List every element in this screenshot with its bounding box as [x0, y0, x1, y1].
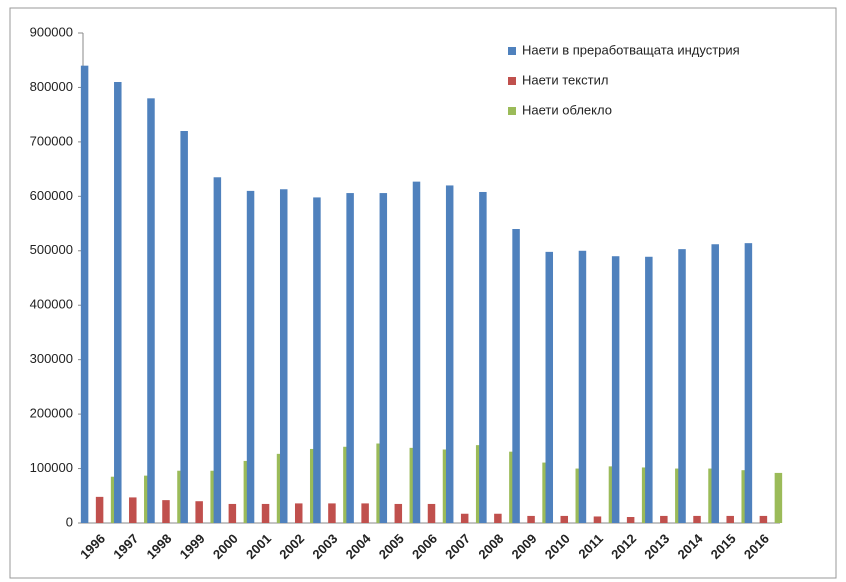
- bar: [195, 501, 203, 523]
- bar: [560, 515, 569, 523]
- legend-label: Наети текстил: [522, 72, 608, 87]
- bar: [626, 517, 635, 523]
- bar: [394, 503, 403, 523]
- y-tick-label: 100000: [30, 460, 73, 475]
- bar: [95, 496, 104, 523]
- bar: [313, 197, 321, 523]
- bar: [578, 250, 587, 523]
- bar: [479, 191, 487, 523]
- bar: [328, 503, 336, 523]
- bar: [80, 65, 89, 524]
- bar: [645, 256, 653, 523]
- y-tick-label: 600000: [30, 188, 73, 203]
- bar: [379, 193, 388, 524]
- y-tick-label: 500000: [30, 242, 73, 257]
- bar: [213, 177, 222, 523]
- legend-label: Наети в преработващата индустрия: [522, 42, 740, 57]
- bar: [129, 497, 137, 523]
- bar: [678, 249, 686, 523]
- y-tick-label: 200000: [30, 406, 73, 421]
- bar: [180, 131, 188, 523]
- y-tick-label: 0: [66, 514, 73, 529]
- bar: [494, 513, 502, 523]
- bar: [279, 189, 288, 523]
- bar: [246, 190, 255, 523]
- y-tick-label: 300000: [30, 351, 73, 366]
- bar: [427, 503, 436, 523]
- bar: [744, 243, 753, 523]
- y-tick-label: 400000: [30, 297, 73, 312]
- bar: [460, 513, 469, 523]
- bar: [660, 515, 668, 523]
- y-tick-label: 700000: [30, 133, 73, 148]
- bar: [774, 472, 783, 523]
- bar: [346, 193, 354, 524]
- legend-label: Наети облекло: [522, 102, 612, 117]
- bar: [147, 98, 155, 523]
- y-tick-label: 800000: [30, 79, 73, 94]
- legend-swatch: [508, 77, 516, 85]
- y-tick-label: 900000: [30, 24, 73, 39]
- bar: [726, 515, 734, 523]
- bar: [693, 515, 701, 523]
- bar: [261, 503, 270, 523]
- bar: [545, 251, 554, 523]
- bar: [114, 82, 122, 523]
- bar: [228, 503, 237, 523]
- legend-swatch: [508, 47, 516, 55]
- legend-swatch: [508, 107, 516, 115]
- bar: [593, 516, 602, 523]
- bar: [162, 500, 170, 523]
- bar: [512, 229, 520, 523]
- bar: [611, 256, 620, 523]
- bar: [527, 515, 535, 523]
- bar: [361, 503, 369, 523]
- bar: [759, 515, 768, 523]
- bar: [294, 503, 303, 523]
- bar: [445, 185, 454, 523]
- bar: [412, 181, 421, 523]
- bar: [711, 244, 719, 523]
